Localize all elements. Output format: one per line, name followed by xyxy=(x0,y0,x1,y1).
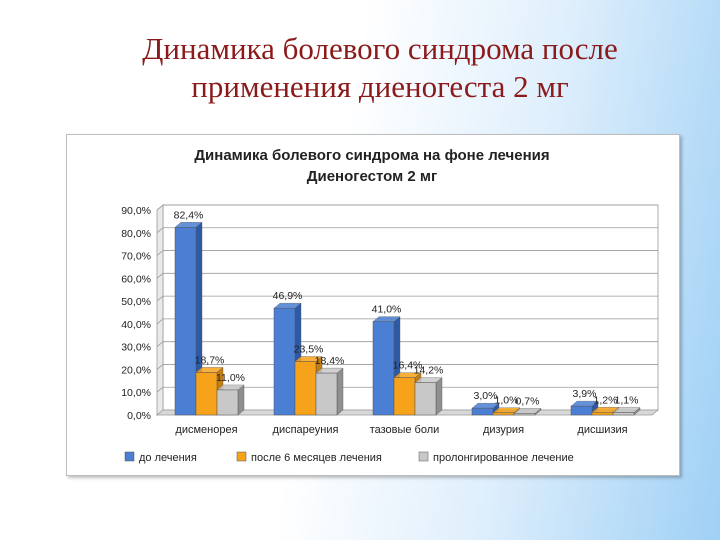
y-tick-label: 50,0% xyxy=(121,296,151,308)
data-label: 3,9% xyxy=(573,388,597,400)
plot-side-wall xyxy=(156,204,164,416)
bar-0-2 xyxy=(372,321,395,416)
gridline-diagonal xyxy=(156,295,164,302)
bar-2-3 xyxy=(513,413,536,416)
y-tick-label: 30,0% xyxy=(121,342,151,354)
data-label: 14,2% xyxy=(414,365,444,377)
legend-label: после 6 месяцев лечения xyxy=(251,452,382,464)
data-label: 0,7% xyxy=(516,395,540,407)
legend-label: пролонгированное лечение xyxy=(433,452,574,464)
gridline-diagonal xyxy=(156,386,164,393)
bar-2-2 xyxy=(414,382,437,416)
data-label: 46,9% xyxy=(273,290,303,302)
y-tick-label: 20,0% xyxy=(121,364,151,376)
chart-title-line-2: Диеногестом 2 мг xyxy=(307,168,437,185)
gridline-diagonal xyxy=(156,204,164,211)
data-label: 1,1% xyxy=(615,394,639,406)
gridline-diagonal xyxy=(156,364,164,370)
data-label: 82,4% xyxy=(174,209,204,221)
data-label: 11,0% xyxy=(216,372,245,384)
data-label: 23,5% xyxy=(294,343,324,355)
chart-title-line-1: Динамика болевого синдрома на фоне лечен… xyxy=(194,147,549,164)
x-category-label: дисменорея xyxy=(175,424,237,436)
data-label: 18,4% xyxy=(315,355,345,367)
x-category-label: тазовые боли xyxy=(370,424,440,436)
bar-0-4 xyxy=(570,405,593,416)
bar-0-3 xyxy=(471,407,494,416)
legend-swatch-2 xyxy=(418,451,429,462)
bar-2-0 xyxy=(216,389,239,416)
gridline-diagonal xyxy=(156,341,164,347)
bar-side xyxy=(435,377,443,416)
y-tick-label: 80,0% xyxy=(121,228,151,240)
bar-0-0 xyxy=(174,227,197,416)
y-tick-label: 60,0% xyxy=(121,273,151,285)
y-tick-label: 0,0% xyxy=(127,410,151,422)
bar-1-0 xyxy=(195,372,218,416)
y-tick-label: 40,0% xyxy=(121,319,151,331)
chart-frame: Динамика болевого синдрома на фоне лечен… xyxy=(66,134,680,476)
slide-title-line-2: применения диеногеста 2 мг xyxy=(191,69,569,104)
x-category-label: дисшизия xyxy=(577,424,627,436)
bar-1-1 xyxy=(294,361,317,416)
bar-1-3 xyxy=(492,412,515,416)
gridline-diagonal xyxy=(156,318,164,325)
gridline-diagonal xyxy=(156,250,164,256)
x-category-label: дизурия xyxy=(483,424,524,436)
gridline-diagonal xyxy=(156,273,164,279)
bar-chart: Динамика болевого синдрома на фоне лечен… xyxy=(121,147,660,464)
x-category-label: диспареуния xyxy=(273,424,339,436)
bar-0-1 xyxy=(273,307,296,416)
data-label: 41,0% xyxy=(372,304,402,316)
data-label: 1,0% xyxy=(495,395,519,407)
legend-swatch-0 xyxy=(124,451,135,462)
y-tick-label: 70,0% xyxy=(121,251,151,263)
data-label: 1,2% xyxy=(594,394,618,406)
slide-title: Динамика болевого синдрома после примене… xyxy=(0,30,720,106)
legend-swatch-1 xyxy=(236,451,247,462)
y-tick-label: 10,0% xyxy=(121,387,151,399)
bar-2-1 xyxy=(315,372,338,416)
data-label: 3,0% xyxy=(474,390,498,402)
bar-1-4 xyxy=(591,412,614,416)
legend-label: до лечения xyxy=(139,452,197,464)
slide-title-line-1: Динамика болевого синдрома после xyxy=(142,31,618,66)
data-label: 18,7% xyxy=(195,354,225,366)
bar-2-4 xyxy=(612,412,635,416)
bar-side xyxy=(336,367,344,416)
data-label: 16,4% xyxy=(393,360,423,372)
gridline-diagonal xyxy=(156,227,164,234)
bar-1-2 xyxy=(393,377,416,416)
y-tick-label: 90,0% xyxy=(121,205,151,217)
